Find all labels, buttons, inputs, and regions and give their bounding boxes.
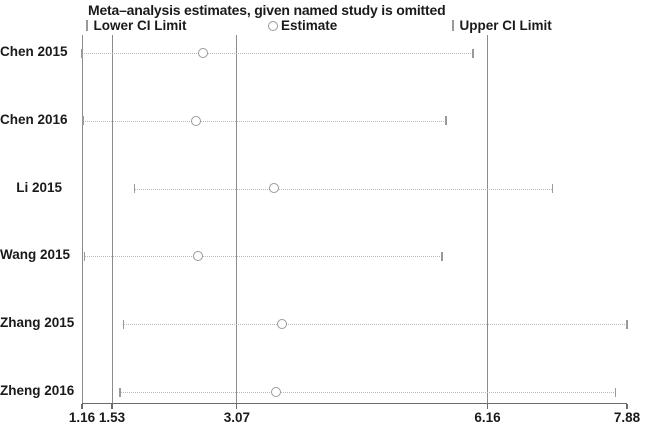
upper-ci-tick [551,184,554,194]
x-axis-tick-label: 1.16 [68,410,96,425]
estimate-marker [270,386,281,397]
legend-estimate-label: Estimate [281,18,338,33]
x-axis-tick-label: 6.16 [474,410,501,425]
ci-line [123,324,627,326]
ci-line [120,392,616,393]
study-label: Wang 2015 [0,247,71,263]
estimate-marker [268,183,279,194]
upper-ci-tick-icon [452,20,454,31]
legend-upper-ci-label: Upper CI Limit [459,18,552,33]
lower-ci-tick [133,184,136,194]
x-axis-tick [81,404,83,409]
study-label: Zhang 2015 [0,315,75,331]
x-axis-tick [486,404,489,409]
estimate-marker [192,251,203,262]
lower-ci-tick [82,116,84,126]
study-label: Chen 2016 [0,111,68,127]
x-axis-line [82,403,627,405]
gridline-overall-estimate [236,35,238,403]
upper-ci-tick [626,319,628,329]
upper-ci-tick [472,48,474,58]
study-label: Zheng 2016 [0,383,75,398]
estimate-marker [197,47,208,58]
lower-ci-tick-icon [86,20,88,31]
lower-ci-tick [119,387,121,397]
ci-line [82,120,447,122]
legend-estimate: Estimate [268,18,337,34]
legend-lower-ci: Lower CI Limit [86,18,187,34]
upper-ci-tick [441,251,443,261]
lower-ci-tick [81,48,83,58]
gridline-overall-upper [487,35,488,403]
x-axis-tick-label: 3.07 [223,410,251,425]
x-axis-tick [111,404,113,409]
legend-lower-ci-label: Lower CI Limit [93,18,187,33]
upper-ci-tick [614,387,617,397]
ci-line [84,256,443,258]
legend-upper-ci: Upper CI Limit [452,18,552,34]
estimate-marker [191,115,202,126]
upper-ci-tick [445,116,447,126]
ci-line [82,53,473,54]
x-axis-tick [626,404,628,409]
study-label: Chen 2015 [0,44,68,59]
chart-title: Meta–analysis estimates, given named stu… [88,2,446,18]
estimate-circle-icon [268,21,278,31]
ci-line [134,188,553,190]
lower-ci-tick [83,251,86,261]
plot-left-boundary-line [81,35,83,403]
study-label: Li 2015 [16,179,62,195]
gridline-overall-lower [111,35,113,403]
x-axis-tick [236,404,238,409]
estimate-marker [277,318,288,329]
x-axis-tick-label: 1.53 [98,410,126,425]
lower-ci-tick [122,319,125,329]
x-axis-tick-label: 7.88 [613,410,641,425]
